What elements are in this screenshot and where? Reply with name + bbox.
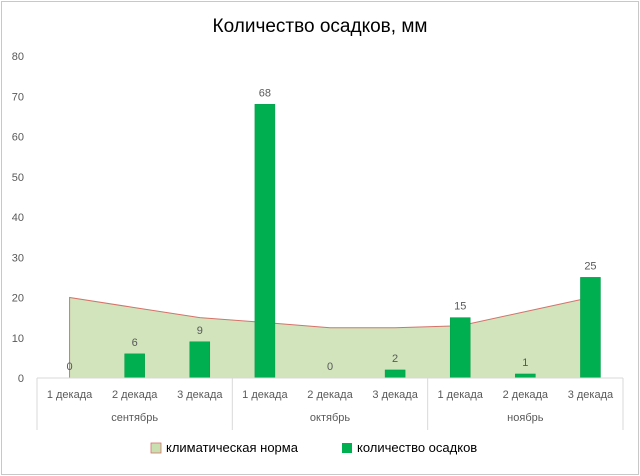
x-axis: 1 декада 2 декада 3 декада 1 декада 2 декада… — [36, 377, 624, 430]
x-category-label: 2 декада — [112, 389, 158, 401]
x-category-label: 1 декада — [438, 389, 484, 401]
data-label: 68 — [259, 87, 271, 99]
precipitation-bar — [254, 104, 276, 379]
precipitation-bar — [384, 369, 406, 379]
y-tick-label: 40 — [12, 212, 24, 224]
legend-item-climate-norm[interactable]: климатическая норма — [150, 440, 299, 455]
chart-title: Количество осадков, мм — [213, 16, 428, 37]
legend-label: климатическая норма — [166, 440, 299, 455]
y-axis: 0 10 20 30 40 50 60 70 80 — [12, 51, 24, 385]
legend-swatch-area — [150, 442, 162, 454]
precipitation-bar — [580, 277, 601, 379]
y-tick-label: 0 — [18, 373, 24, 385]
data-label: 9 — [197, 325, 203, 337]
data-label: 25 — [584, 260, 596, 272]
data-label-layer: 0 6 9 68 0 2 15 1 25 — [66, 87, 596, 373]
x-category-label: 2 декада — [307, 389, 353, 401]
y-tick-label: 80 — [12, 51, 24, 63]
precipitation-bar — [515, 373, 536, 379]
data-label: 0 — [327, 361, 333, 373]
x-category-label: 3 декада — [177, 389, 223, 401]
y-tick-label: 20 — [12, 293, 24, 305]
precipitation-bar — [124, 353, 145, 379]
data-label: 6 — [132, 337, 138, 349]
climate-norm-line — [69, 296, 591, 379]
legend-swatch-bar — [342, 443, 352, 453]
precipitation-bar-layer — [124, 104, 601, 379]
y-tick-label: 50 — [12, 172, 24, 184]
precipitation-bar — [189, 341, 211, 379]
y-tick-label: 70 — [12, 91, 24, 103]
y-tick-label: 60 — [12, 132, 24, 144]
x-category-label: 3 декада — [568, 389, 614, 401]
y-tick-label: 10 — [12, 333, 24, 345]
data-label: 1 — [522, 357, 528, 369]
x-group-label: сентябрь — [111, 412, 158, 424]
x-category-label: 1 декада — [242, 389, 288, 401]
data-label: 15 — [454, 301, 466, 313]
data-label: 2 — [392, 353, 398, 365]
x-category-label: 1 декада — [47, 389, 93, 401]
x-category-label: 3 декада — [372, 389, 418, 401]
precipitation-bar — [449, 317, 471, 379]
legend-item-precipitation[interactable]: количество осадков — [342, 440, 477, 455]
data-label: 0 — [66, 361, 72, 373]
y-tick-label: 30 — [12, 252, 24, 264]
legend[interactable]: климатическая норма количество осадков — [150, 440, 477, 455]
x-group-label: ноябрь — [507, 412, 544, 424]
legend-label: количество осадков — [357, 440, 477, 455]
x-group-label: октябрь — [310, 412, 350, 424]
x-category-label: 2 декада — [503, 389, 549, 401]
